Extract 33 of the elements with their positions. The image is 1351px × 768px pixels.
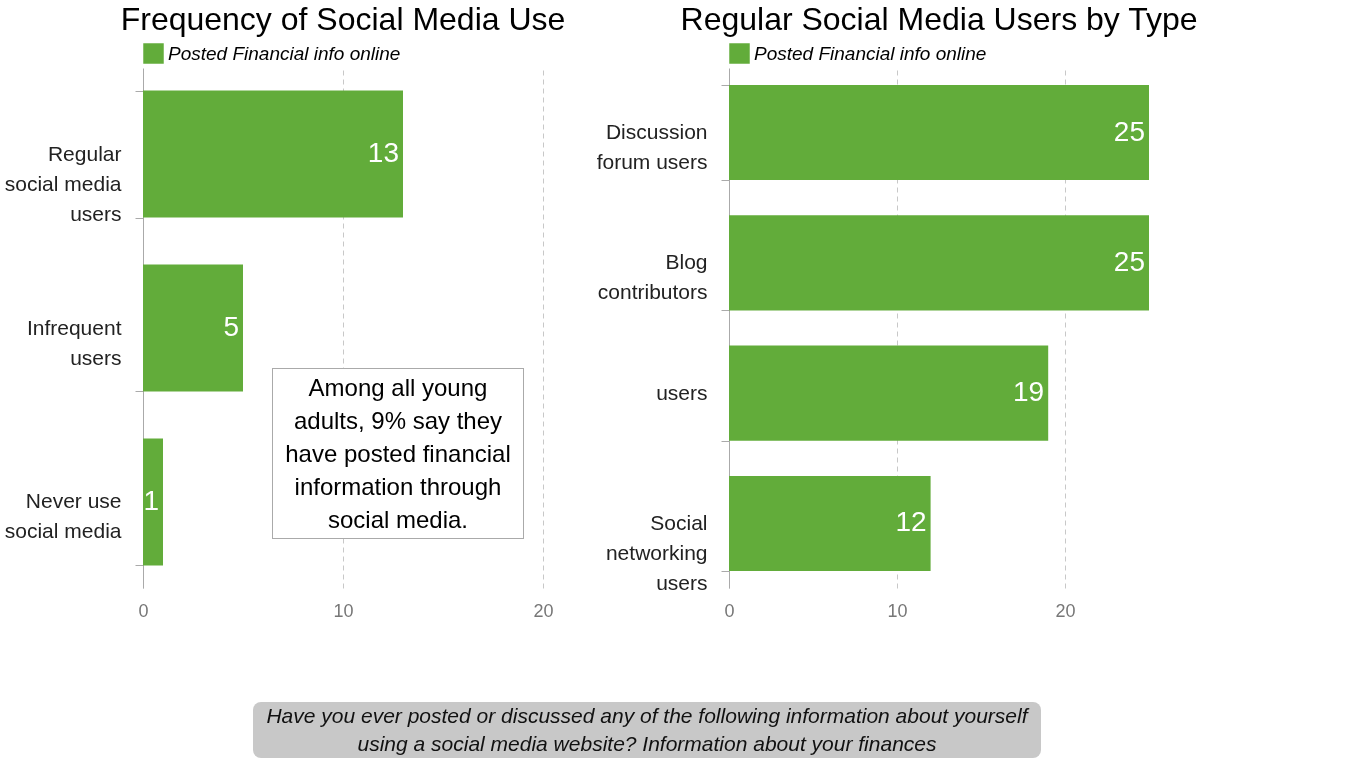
data-label: 25	[1113, 115, 1145, 147]
y-tick-label: Discussion forum users	[596, 120, 708, 174]
y-tick-label: Blog contributors	[597, 250, 708, 304]
bar	[729, 475, 931, 572]
x-tick-label: 20	[533, 600, 554, 621]
y-tick-label: Regular social media users	[4, 141, 122, 225]
data-label: 12	[895, 506, 927, 538]
x-tick-label: 20	[1055, 600, 1076, 621]
legend-label: Posted Financial info online	[754, 42, 987, 64]
data-label: 19	[1013, 376, 1045, 408]
chart-title: Frequency of Social Media Use	[120, 1, 566, 37]
y-tick-label: Never use social media	[4, 489, 122, 543]
annotation: Among all young adults, 9% say they have posted financial information through social media.	[272, 368, 524, 539]
bar	[729, 215, 1149, 311]
bar	[729, 345, 1049, 441]
y-tick-label: users	[656, 380, 708, 404]
data-label: 1	[143, 484, 159, 516]
x-tick-label: 0	[724, 600, 735, 621]
data-label: 5	[223, 311, 239, 342]
y-tick-label: Social networking users	[605, 510, 708, 594]
bar	[729, 84, 1149, 181]
x-tick-label: 0	[138, 600, 149, 621]
legend-label: Posted Financial info online	[168, 42, 401, 64]
data-label: 13	[367, 137, 399, 169]
x-tick-label: 10	[333, 600, 354, 621]
x-tick-label: 10	[887, 600, 908, 621]
bar	[143, 264, 243, 392]
bar	[143, 90, 403, 218]
y-tick-label: Infrequent users	[26, 315, 122, 369]
text: Have you ever posted or discussed any of the following information about yourself using a social media website? Information about your finances	[253, 702, 1041, 758]
chart-title: Regular Social Media Users by Type	[680, 1, 1198, 37]
bar	[143, 438, 163, 566]
data-label: 25	[1113, 245, 1145, 277]
